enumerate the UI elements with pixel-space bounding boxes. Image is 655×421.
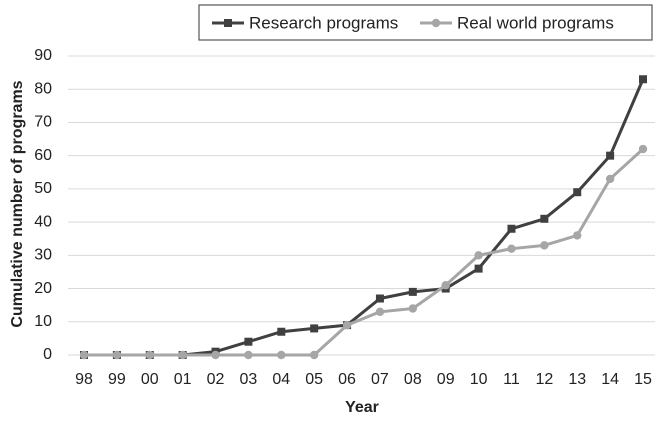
data-point <box>474 251 483 260</box>
x-tick-label: 98 <box>75 371 93 388</box>
legend-marker <box>224 19 232 27</box>
data-point <box>605 174 615 184</box>
x-tick-label: 03 <box>240 371 258 388</box>
data-point <box>606 151 615 160</box>
data-point <box>244 350 253 360</box>
y-tick-label: 20 <box>34 280 52 297</box>
x-tick-label: 11 <box>503 371 520 388</box>
y-axis-label: Cumulative number of programs <box>9 80 26 327</box>
x-tick-label: 10 <box>470 371 488 388</box>
data-point <box>408 304 418 313</box>
data-point <box>540 214 549 223</box>
x-tick-label: 15 <box>634 371 652 388</box>
y-tick-label: 50 <box>34 180 52 197</box>
data-point <box>375 307 385 317</box>
x-tick-label: 09 <box>437 371 455 388</box>
legend-marker <box>431 18 441 28</box>
x-tick-label: 04 <box>272 371 290 388</box>
y-tick-label: 70 <box>34 114 52 131</box>
data-point <box>277 327 286 336</box>
data-point <box>145 350 154 360</box>
data-point <box>375 294 384 303</box>
data-point <box>211 350 220 360</box>
data-point <box>441 281 450 290</box>
data-point <box>309 350 319 360</box>
x-tick-label: 01 <box>174 371 192 388</box>
x-tick-label: 02 <box>207 371 225 388</box>
y-tick-label: 10 <box>34 313 52 330</box>
data-point <box>277 350 286 360</box>
series-line <box>84 147 645 357</box>
data-point <box>310 324 319 333</box>
y-tick-label: 60 <box>34 147 52 164</box>
x-tick-label: 12 <box>535 371 553 388</box>
legend-label: Real world programs <box>457 13 614 32</box>
data-point <box>638 144 648 154</box>
data-point <box>79 350 89 360</box>
data-point <box>573 188 582 197</box>
x-axis-label: Year <box>345 399 379 416</box>
data-point <box>507 224 516 233</box>
data-point <box>178 350 187 360</box>
y-tick-label: 80 <box>34 80 52 97</box>
legend-label: Research programs <box>249 13 398 32</box>
y-tick-label: 40 <box>34 213 52 230</box>
data-point <box>112 350 122 360</box>
data-point <box>573 231 582 240</box>
y-tick-label: 30 <box>34 247 52 264</box>
x-tick-label: 05 <box>305 371 323 388</box>
y-tick-label: 90 <box>34 47 52 64</box>
y-tick-label: 0 <box>43 346 52 363</box>
x-tick-label: 06 <box>338 371 356 388</box>
data-point <box>639 75 647 84</box>
data-point <box>342 320 352 330</box>
data-point <box>507 244 516 253</box>
x-tick-label: 99 <box>108 371 126 388</box>
data-point <box>474 264 483 273</box>
x-tick-label: 13 <box>568 371 586 388</box>
x-tick-label: 00 <box>141 371 159 388</box>
x-tick-label: 08 <box>404 371 422 388</box>
x-tick-label: 07 <box>371 371 389 388</box>
x-tick-label: 14 <box>601 371 619 388</box>
data-point <box>408 287 417 296</box>
data-point <box>540 241 549 250</box>
data-point <box>244 337 253 346</box>
